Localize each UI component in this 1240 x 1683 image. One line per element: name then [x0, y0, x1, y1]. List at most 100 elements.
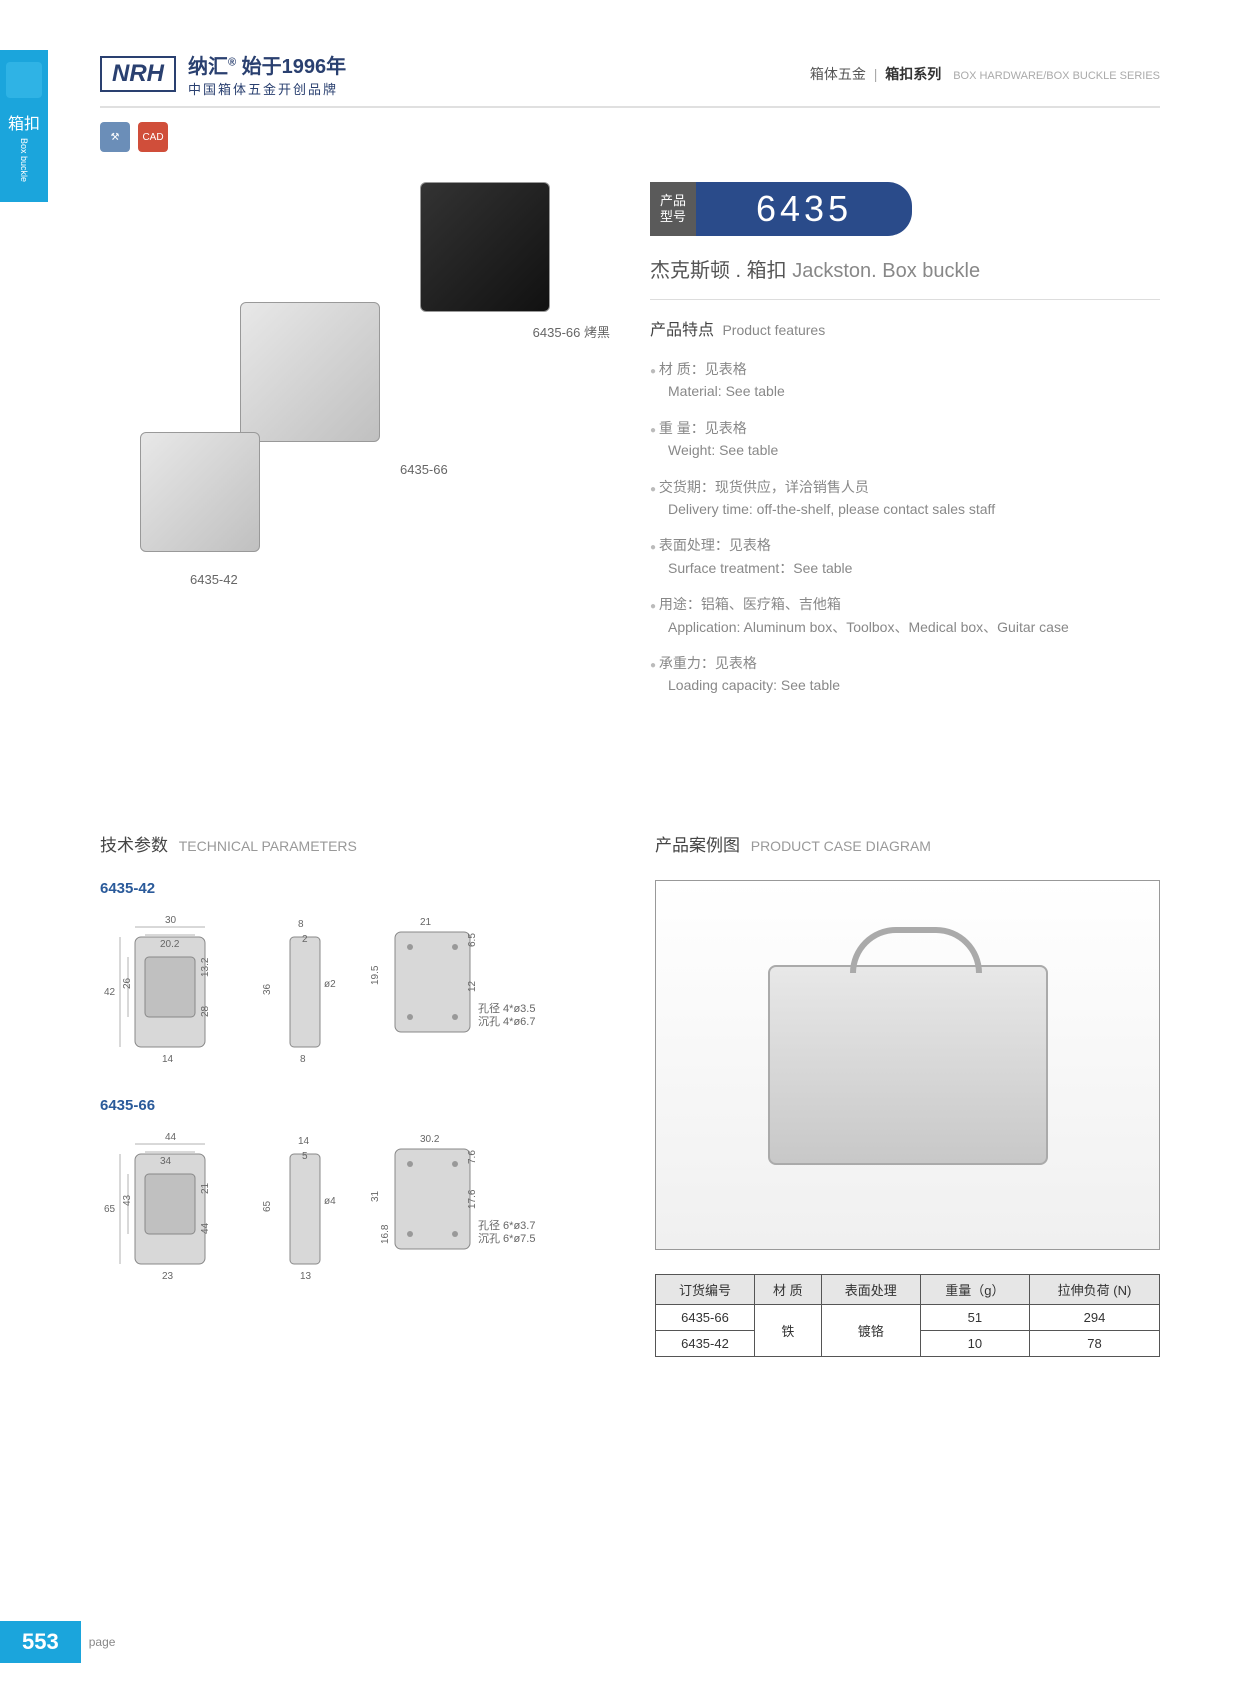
- svg-text:14: 14: [298, 1136, 310, 1147]
- page-header: NRH 纳汇® 始于1996年 中国箱体五金开创品牌 箱体五金 | 箱扣系列 B…: [100, 50, 1160, 108]
- svg-text:沉孔 6*ø7.5: 沉孔 6*ø7.5: [478, 1232, 535, 1245]
- feature-item: 材 质：见表格Material: See table: [650, 358, 1160, 403]
- spec-table: 订货编号材 质表面处理重量（g）拉伸负荷 (N) 6435-66铁镀铬51294…: [655, 1274, 1160, 1357]
- svg-text:19.5: 19.5: [370, 965, 381, 985]
- svg-text:23: 23: [162, 1271, 174, 1282]
- svg-text:36: 36: [262, 983, 273, 995]
- svg-text:孔径 6*ø3.7: 孔径 6*ø3.7: [478, 1219, 535, 1232]
- feature-item: 承重力：见表格Loading capacity: See table: [650, 652, 1160, 697]
- brand-cn: 纳汇: [188, 56, 228, 78]
- svg-text:42: 42: [104, 987, 116, 998]
- product-name-cn: 杰克斯顿 . 箱扣: [650, 260, 787, 282]
- drawing-label: 6435-66: [100, 1097, 605, 1114]
- divider: [650, 299, 1160, 300]
- svg-text:30.2: 30.2: [420, 1134, 440, 1145]
- drawing-side: 14 5 65 ø4 13: [260, 1124, 350, 1284]
- side-tab: 箱扣 Box buckle: [0, 50, 48, 202]
- case-diagram-col: 产品案例图 PRODUCT CASE DIAGRAM 订货编号材 质表面处理重量…: [655, 831, 1160, 1357]
- feature-item: 交货期：现货供应，详洽销售人员Delivery time: off-the-sh…: [650, 476, 1160, 521]
- tagline: 中国箱体五金开创品牌: [188, 79, 346, 98]
- case-title: 产品案例图 PRODUCT CASE DIAGRAM: [655, 831, 1160, 856]
- model-number: 6435: [696, 182, 912, 236]
- svg-text:20.2: 20.2: [160, 939, 180, 950]
- logo-area: NRH 纳汇® 始于1996年 中国箱体五金开创品牌: [100, 50, 346, 98]
- product-image-black: [420, 182, 550, 312]
- svg-text:ø2: ø2: [324, 979, 336, 990]
- drawing-side: 8 2 36 ø2 8: [260, 907, 350, 1067]
- svg-text:16.8: 16.8: [380, 1224, 391, 1244]
- table-header: 表面处理: [821, 1274, 920, 1304]
- drawing-group: 6435-42 30 20.2 42 26 13.2 28 14 8 2: [100, 880, 605, 1067]
- feature-item: 重 量：见表格Weight: See table: [650, 417, 1160, 462]
- side-tab-en: Box buckle: [19, 138, 29, 182]
- svg-text:ø4: ø4: [324, 1196, 336, 1207]
- breadcrumb-en: BOX HARDWARE/BOX BUCKLE SERIES: [953, 70, 1160, 82]
- logo-text: 纳汇® 始于1996年 中国箱体五金开创品牌: [188, 50, 346, 98]
- product-name: 杰克斯顿 . 箱扣 Jackston. Box buckle: [650, 254, 1160, 283]
- svg-text:65: 65: [262, 1200, 273, 1212]
- svg-text:13.2: 13.2: [200, 957, 211, 977]
- table-row: 6435-66铁镀铬51294: [656, 1304, 1160, 1330]
- svg-text:17.6: 17.6: [467, 1189, 478, 1209]
- svg-text:31: 31: [370, 1190, 381, 1202]
- product-info: 产品型号 6435 杰克斯顿 . 箱扣 Jackston. Box buckle…: [650, 182, 1160, 711]
- table-header: 拉伸负荷 (N): [1029, 1274, 1159, 1304]
- svg-text:2: 2: [302, 934, 308, 945]
- logo-mark: NRH: [100, 56, 176, 92]
- model-label: 产品型号: [650, 182, 696, 236]
- case-diagram-box: [655, 880, 1160, 1250]
- tech-params-col: 技术参数 TECHNICAL PARAMETERS 6435-42 30 20.…: [100, 831, 605, 1357]
- svg-text:34: 34: [160, 1156, 172, 1167]
- drawing-label: 6435-42: [100, 880, 605, 897]
- svg-text:6.5: 6.5: [467, 932, 478, 946]
- drawing-front: 44 34 65 43 21 44 23: [100, 1124, 240, 1284]
- svg-text:65: 65: [104, 1204, 116, 1215]
- breadcrumb-cat: 箱体五金: [810, 66, 866, 82]
- badge-row: ⚒ CAD: [100, 122, 1160, 152]
- product-image-silver-1: [240, 302, 380, 442]
- svg-text:30: 30: [165, 915, 177, 926]
- svg-text:21: 21: [200, 1182, 211, 1194]
- page-number: 553 page: [0, 1621, 115, 1663]
- svg-text:21: 21: [420, 917, 432, 928]
- svg-text:沉孔 4*ø6.7: 沉孔 4*ø6.7: [478, 1015, 535, 1028]
- drawing-detail: 21 19.5 6.5 12 孔径 4*ø3.5 沉孔 4*ø6.7: [370, 907, 540, 1067]
- product-image-silver-2: [140, 432, 260, 552]
- product-images: 6435-66 烤黑 6435-66 6435-42: [100, 182, 610, 582]
- product-label-3: 6435-42: [190, 572, 238, 587]
- svg-text:44: 44: [200, 1222, 211, 1234]
- svg-text:44: 44: [165, 1132, 177, 1143]
- svg-text:12: 12: [467, 980, 478, 992]
- svg-text:5: 5: [302, 1151, 308, 1162]
- svg-text:28: 28: [200, 1005, 211, 1017]
- table-header: 订货编号: [656, 1274, 755, 1304]
- tech-title: 技术参数 TECHNICAL PARAMETERS: [100, 831, 605, 856]
- drawing-group: 6435-66 44 34 65 43 21 44 23 14 5: [100, 1097, 605, 1284]
- breadcrumb: 箱体五金 | 箱扣系列 BOX HARDWARE/BOX BUCKLE SERI…: [810, 64, 1160, 84]
- feature-list: 材 质：见表格Material: See table 重 量：见表格Weight:…: [650, 358, 1160, 697]
- feature-item: 用途：铝箱、医疗箱、吉他箱Application: Aluminum box、T…: [650, 593, 1160, 638]
- svg-text:43: 43: [122, 1194, 133, 1206]
- case-illustration: [768, 965, 1048, 1165]
- svg-text:孔径 4*ø3.5: 孔径 4*ø3.5: [478, 1002, 535, 1015]
- svg-text:7.6: 7.6: [467, 1149, 478, 1163]
- svg-text:26: 26: [122, 977, 133, 989]
- svg-text:8: 8: [298, 919, 304, 930]
- features-title: 产品特点 Product features: [650, 316, 1160, 340]
- table-header: 重量（g）: [920, 1274, 1029, 1304]
- product-label-1: 6435-66 烤黑: [533, 322, 610, 341]
- svg-text:14: 14: [162, 1054, 174, 1065]
- tools-icon: ⚒: [100, 122, 130, 152]
- table-header: 材 质: [754, 1274, 821, 1304]
- svg-text:8: 8: [300, 1054, 306, 1065]
- product-name-en: Jackston. Box buckle: [792, 260, 980, 282]
- cad-icon: CAD: [138, 122, 168, 152]
- breadcrumb-sub: 箱扣系列: [885, 66, 941, 82]
- model-badge: 产品型号 6435: [650, 182, 1160, 236]
- drawing-detail: 30.2 31 7.6 17.6 16.8 孔径 6*ø3.7 沉孔 6*ø7.…: [370, 1124, 540, 1284]
- side-tab-cn: 箱扣: [6, 110, 42, 134]
- since: 始于1996年: [242, 56, 347, 78]
- side-tab-icon: [6, 62, 42, 98]
- product-label-2: 6435-66: [400, 462, 448, 477]
- drawing-front: 30 20.2 42 26 13.2 28 14: [100, 907, 240, 1067]
